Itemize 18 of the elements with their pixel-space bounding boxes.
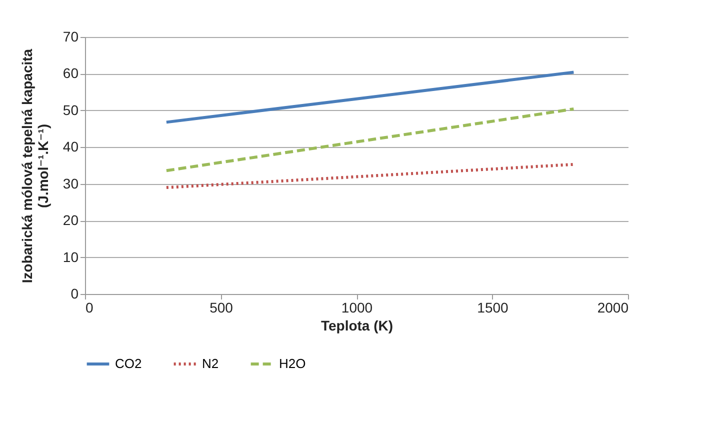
y-tick-label: 20: [62, 212, 79, 228]
y-tick-label: 0: [70, 286, 79, 302]
y-tick-label: 50: [62, 102, 79, 118]
y-axis-title: Izobarická mólová tepelná kapacita (J.mol⁻¹.K⁻¹): [18, 48, 51, 284]
y-tick-label: 30: [62, 175, 79, 192]
x-tick-label: 1000: [341, 300, 373, 316]
y-tick-label: 10: [62, 248, 79, 265]
x-tick-label: 2000: [597, 300, 629, 316]
y-tick-label: 40: [62, 138, 79, 155]
legend-label: N2: [202, 356, 219, 371]
legend-label: H2O: [279, 356, 306, 371]
x-axis-title: Teplota (K): [320, 318, 394, 334]
x-tick-label: 1500: [477, 300, 509, 316]
y-tick-label: 70: [62, 28, 79, 44]
y-tick-label: 60: [62, 65, 79, 82]
x-tick-label: 500: [210, 300, 234, 316]
legend-label: CO2: [115, 356, 142, 371]
x-tick-label: 0: [86, 300, 94, 316]
